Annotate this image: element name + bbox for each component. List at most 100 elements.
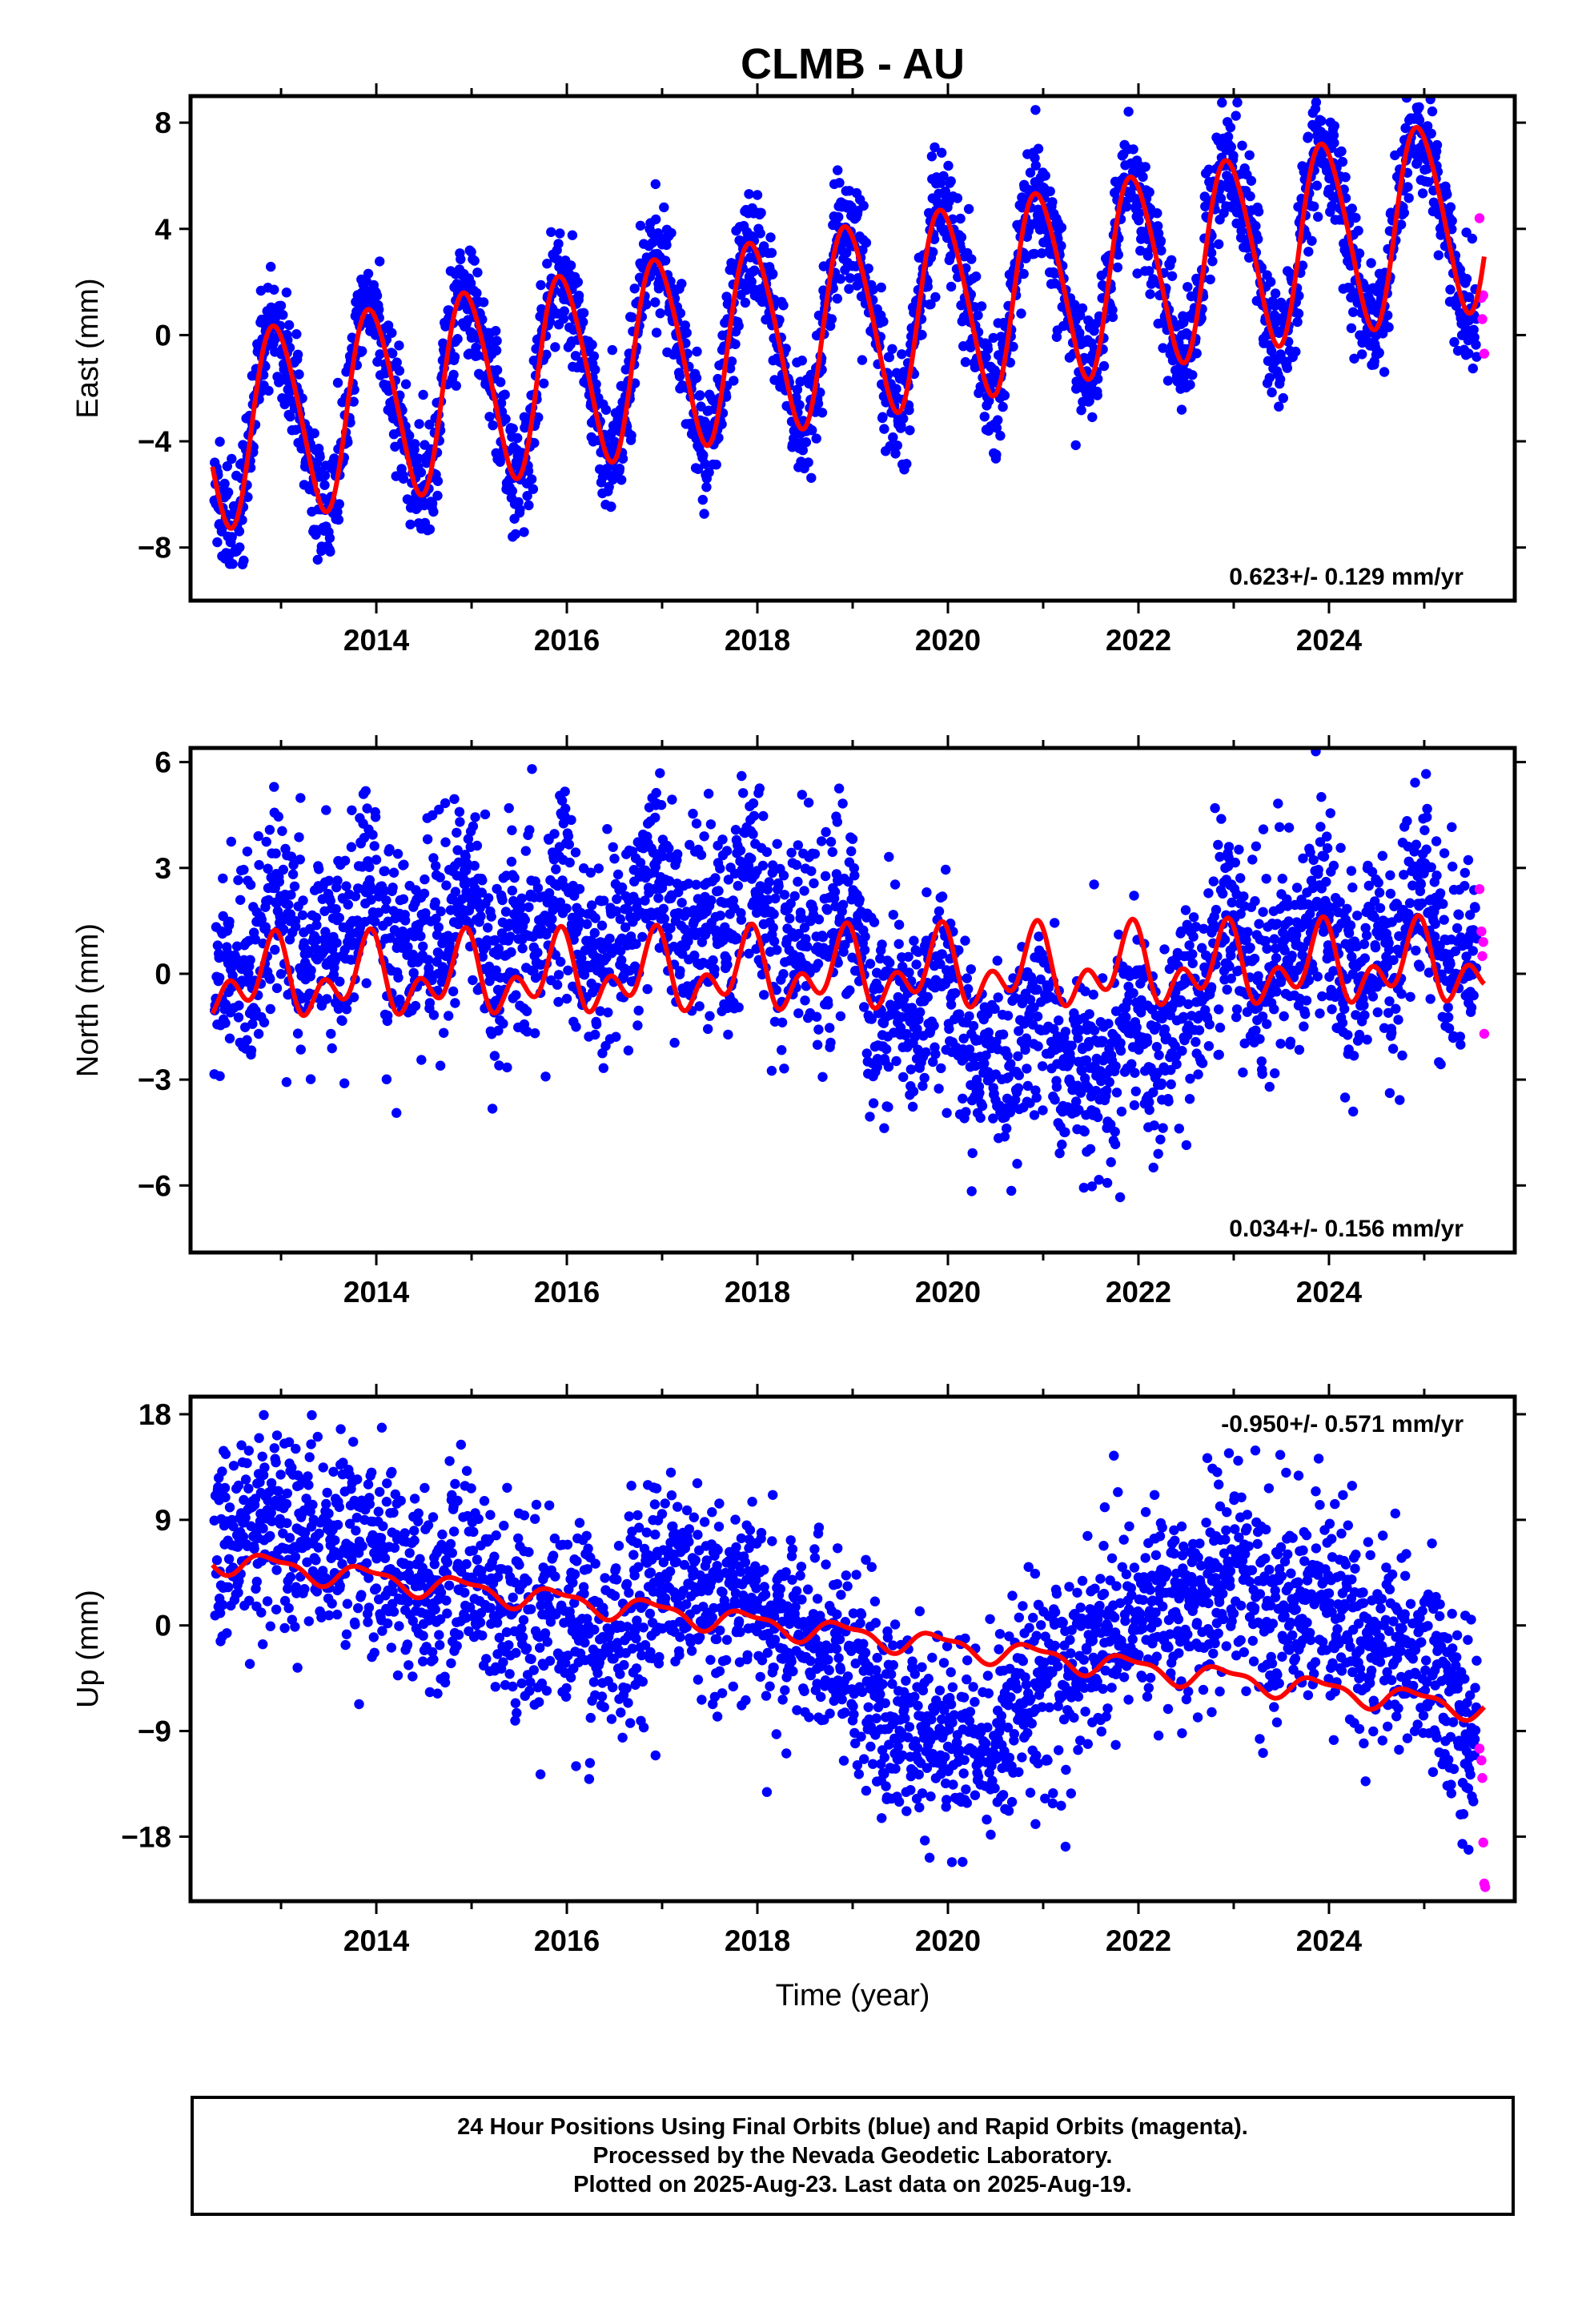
final-orbit-point [1328,130,1339,141]
final-orbit-point [825,837,837,847]
final-orbit-point [387,328,397,338]
final-orbit-point [323,875,335,887]
final-orbit-point [408,967,419,979]
final-orbit-point [1471,340,1481,350]
final-orbit-point [872,1062,882,1072]
final-orbit-point [332,507,343,517]
final-orbit-point [627,312,637,323]
y-tick-label: 8 [155,107,171,139]
final-orbit-point [883,1102,893,1112]
final-orbit-point [1094,1175,1104,1185]
final-orbit-point [778,870,789,881]
final-orbit-point [675,308,686,319]
final-orbit-point [578,316,588,328]
final-orbit-point [961,1107,971,1117]
final-orbit-point [847,834,858,844]
final-orbit-point [520,846,531,856]
final-orbit-point [1228,151,1239,161]
final-orbit-point [708,955,718,966]
final-orbit-point [510,529,521,540]
final-orbit-point [1348,307,1359,317]
final-orbit-point [559,306,569,316]
final-orbit-point [833,165,843,175]
final-orbit-point [1087,412,1098,423]
final-orbit-point [744,189,754,199]
final-orbit-point [1140,162,1150,172]
final-orbit-point [666,227,677,239]
final-orbit-point [522,491,532,501]
final-orbit-point [952,193,963,203]
final-orbit-point [383,1011,393,1021]
final-orbit-point [612,869,624,880]
final-orbit-point [1383,322,1394,332]
final-orbit-point [571,1022,581,1032]
final-orbit-point [411,885,421,895]
final-orbit-point [1051,1082,1062,1092]
final-orbit-point [274,876,284,887]
final-orbit-point [691,818,702,829]
final-orbit-point [657,850,668,862]
final-orbit-point [1071,384,1082,394]
final-orbit-point [520,915,530,926]
final-orbit-point [295,854,305,865]
final-orbit-point [516,893,527,904]
final-orbit-point [388,867,400,878]
final-orbit-point [1060,1027,1071,1037]
final-orbit-point [422,834,433,845]
final-orbit-point [497,895,508,906]
final-orbit-point [524,500,534,511]
final-orbit-point [502,1062,512,1073]
final-orbit-point [364,862,375,872]
final-orbit-point [247,1019,258,1029]
final-orbit-point [1090,1085,1102,1096]
final-orbit-point [1035,974,1046,985]
final-orbit-point [705,819,717,830]
final-orbit-point [524,825,535,835]
final-orbit-point [993,415,1003,425]
final-orbit-point [710,873,721,883]
final-orbit-point [400,379,412,389]
final-orbit-point [905,425,915,436]
final-orbit-point [477,875,488,886]
final-orbit-point [611,1031,621,1042]
final-orbit-point [1313,211,1323,222]
final-orbit-point [335,976,345,987]
final-orbit-point [374,304,384,315]
final-orbit-point [1414,115,1425,126]
final-orbit-point [1131,1022,1142,1033]
final-orbit-point [665,923,676,934]
final-orbit-point [970,1060,981,1072]
final-orbit-point [1407,84,1417,94]
final-orbit-point [912,1023,922,1035]
final-orbit-point [1038,1105,1048,1116]
final-orbit-point [563,830,574,842]
final-orbit-point [793,876,803,887]
final-orbit-point [928,1056,938,1068]
final-orbit-point [1006,1185,1017,1196]
final-orbit-point [558,313,569,324]
final-orbit-point [833,783,845,794]
final-orbit-point [1264,372,1275,383]
final-orbit-point [1031,1092,1042,1103]
final-orbit-point [331,938,342,948]
final-orbit-point [695,390,705,400]
final-orbit-point [590,913,600,923]
final-orbit-point [498,1019,508,1029]
final-orbit-point [761,846,773,858]
final-orbit-point [427,498,438,509]
final-orbit-point [311,920,322,931]
final-orbit-point [908,1086,919,1097]
final-orbit-point [746,853,757,864]
final-orbit-point [651,328,662,338]
final-orbit-point [723,875,734,885]
final-orbit-point [1246,175,1257,186]
final-orbit-point [369,841,379,851]
final-orbit-point [449,352,460,362]
final-orbit-point [287,869,299,879]
rapid-orbit-points-east [1474,213,1490,359]
final-orbit-point [756,207,766,218]
final-orbit-point [365,885,375,895]
final-orbit-point [1422,163,1432,175]
final-orbit-point [1403,182,1413,192]
final-orbit-point [797,445,808,456]
